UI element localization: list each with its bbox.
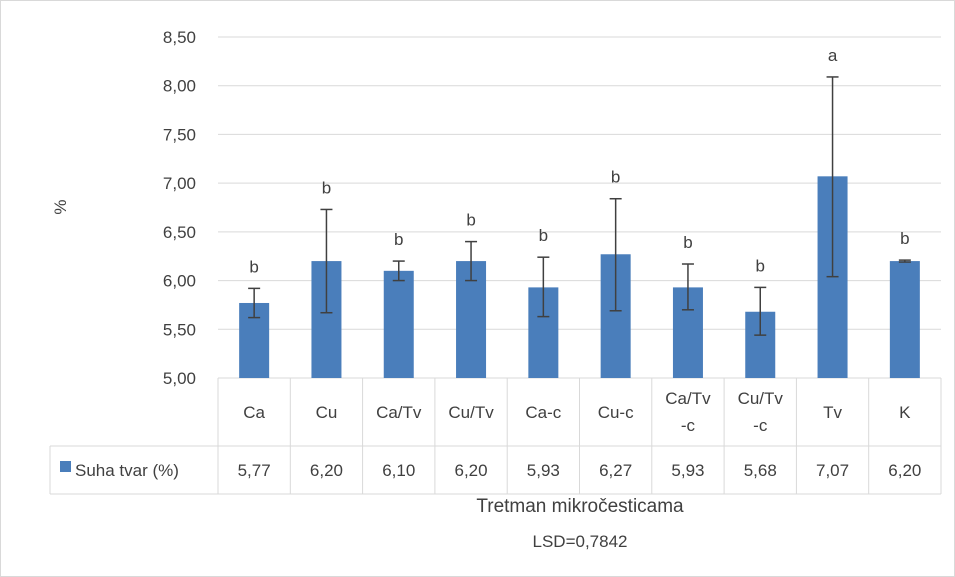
- category-label: Cu/Tv: [738, 389, 784, 408]
- significance-letter: b: [249, 257, 258, 276]
- significance-letter: b: [611, 168, 620, 187]
- value-label: 6,20: [455, 461, 488, 480]
- category-label: Cu: [316, 403, 338, 422]
- value-label: 5,93: [671, 461, 704, 480]
- significance-letter: b: [466, 211, 475, 230]
- value-label: 5,68: [744, 461, 777, 480]
- value-label: 5,93: [527, 461, 560, 480]
- category-label: Cu/Tv: [448, 403, 494, 422]
- significance-letter: b: [322, 178, 331, 197]
- significance-letter: b: [756, 256, 765, 275]
- y-axis-title: %: [51, 199, 70, 214]
- lsd-note: LSD=0,7842: [533, 532, 628, 551]
- y-tick-label: 8,00: [163, 77, 196, 96]
- y-tick-label: 6,50: [163, 223, 196, 242]
- category-label: -c: [753, 416, 768, 435]
- y-tick-label: 8,50: [163, 28, 196, 47]
- y-tick-label: 7,00: [163, 174, 196, 193]
- y-tick-label: 5,00: [163, 369, 196, 388]
- category-label: Cu-c: [598, 403, 634, 422]
- category-label: Tv: [823, 403, 842, 422]
- significance-letter: b: [683, 233, 692, 252]
- value-label: 6,27: [599, 461, 632, 480]
- y-tick-label: 6,00: [163, 272, 196, 291]
- value-label: 6,20: [310, 461, 343, 480]
- significance-letter: a: [828, 46, 838, 65]
- category-label: Ca/Tv: [665, 389, 711, 408]
- y-tick-label: 7,50: [163, 125, 196, 144]
- category-label: Ca-c: [525, 403, 561, 422]
- category-label: Ca: [243, 403, 265, 422]
- category-label: K: [899, 403, 911, 422]
- category-label: -c: [681, 416, 696, 435]
- value-label: 6,20: [888, 461, 921, 480]
- category-label: Ca/Tv: [376, 403, 422, 422]
- significance-letter: b: [539, 226, 548, 245]
- y-tick-label: 5,50: [163, 320, 196, 339]
- legend-label: Suha tvar (%): [75, 461, 179, 480]
- value-label: 7,07: [816, 461, 849, 480]
- legend-swatch: [60, 461, 71, 472]
- x-axis-title: Tretman mikročesticama: [476, 496, 684, 517]
- value-label: 5,77: [238, 461, 271, 480]
- bar: [383, 270, 414, 378]
- significance-letter: b: [900, 229, 909, 248]
- significance-letter: b: [394, 230, 403, 249]
- value-label: 6,10: [382, 461, 415, 480]
- bar: [889, 261, 920, 378]
